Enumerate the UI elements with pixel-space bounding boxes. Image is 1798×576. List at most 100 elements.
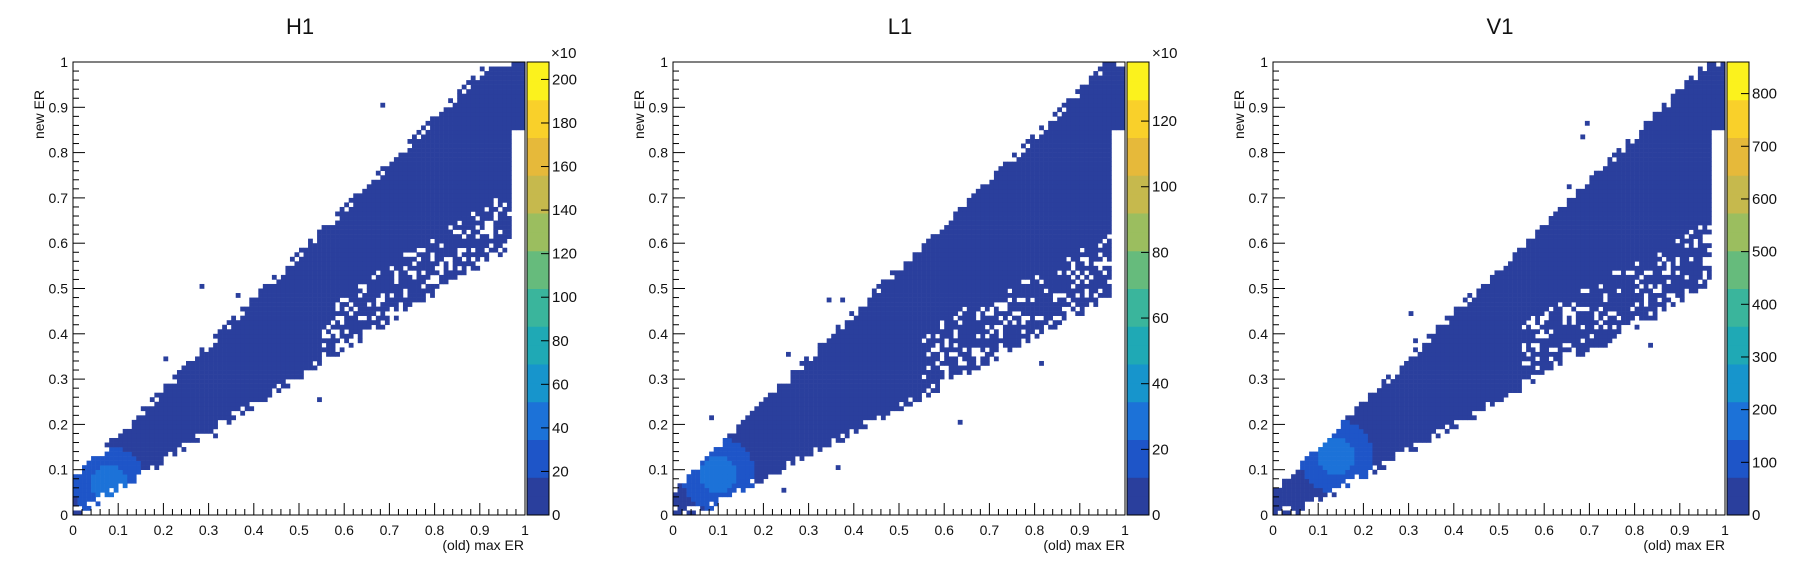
heatmap-cell <box>957 279 963 285</box>
heatmap-cell <box>461 252 467 258</box>
heatmap-cell <box>921 388 927 393</box>
heatmap-cell <box>835 437 841 443</box>
heatmap-cell <box>357 220 363 226</box>
heatmap-cell <box>880 401 886 407</box>
heatmap-cell <box>439 129 444 135</box>
heatmap-cell <box>912 256 918 262</box>
heatmap-cell <box>430 197 435 203</box>
heatmap-cell <box>727 451 733 457</box>
heatmap-cell <box>240 347 246 353</box>
heatmap-cell <box>393 184 399 190</box>
heatmap-cell <box>1057 152 1063 158</box>
heatmap-cell <box>935 270 940 276</box>
heatmap-cell <box>104 474 110 480</box>
heatmap-cell <box>488 93 494 99</box>
heatmap-cell <box>822 433 827 439</box>
heatmap-cell <box>294 306 300 312</box>
heatmap-cell <box>1052 229 1058 235</box>
heatmap-cell <box>412 157 417 162</box>
y-tick-label: 0.2 <box>49 416 69 432</box>
heatmap-cell <box>1048 220 1053 226</box>
heatmap-cell <box>484 93 490 99</box>
heatmap-cell <box>402 229 408 235</box>
heatmap-cell <box>95 483 101 489</box>
heatmap-cell <box>448 107 453 113</box>
heatmap-cell <box>917 324 922 330</box>
heatmap-cell <box>758 419 764 425</box>
heatmap-cell <box>917 302 922 307</box>
heatmap-cell <box>402 170 408 176</box>
heatmap-cell <box>461 265 467 271</box>
heatmap-cell <box>475 116 481 122</box>
heatmap-cell <box>91 487 96 493</box>
heatmap-cell <box>984 206 990 212</box>
heatmap-cell <box>82 483 87 489</box>
heatmap-cell <box>353 270 359 276</box>
heatmap-cell <box>149 406 155 412</box>
heatmap-cell <box>371 261 377 267</box>
heatmap-cell <box>249 315 255 321</box>
colorbar-swatch <box>527 137 549 157</box>
heatmap-cell <box>326 351 331 357</box>
heatmap-cell <box>145 460 151 466</box>
heatmap-cell <box>149 451 155 457</box>
heatmap-cell <box>339 243 345 249</box>
heatmap-cell <box>416 139 422 144</box>
heatmap-cell <box>1039 360 1044 366</box>
heatmap-cell <box>993 179 999 185</box>
heatmap-cell <box>479 170 485 176</box>
heatmap-cell <box>944 270 950 276</box>
heatmap-cell <box>917 374 922 380</box>
heatmap-cell <box>393 220 399 226</box>
heatmap-cell <box>908 265 913 271</box>
heatmap-cell <box>867 338 873 344</box>
heatmap-cell <box>443 247 449 253</box>
heatmap-cell <box>713 447 719 452</box>
heatmap-cell <box>966 351 972 357</box>
heatmap-cell <box>353 229 359 235</box>
heatmap-cell <box>493 179 499 185</box>
heatmap-cell <box>1030 143 1035 149</box>
heatmap-cell <box>935 329 940 335</box>
heatmap-cell <box>262 397 268 403</box>
heatmap-cell <box>831 365 837 371</box>
heatmap-cell <box>267 379 273 384</box>
heatmap-cell <box>908 342 913 348</box>
heatmap-cell <box>948 238 954 244</box>
heatmap-cell <box>149 437 155 443</box>
heatmap-cell <box>713 474 719 480</box>
heatmap-cell <box>407 188 413 194</box>
heatmap-cell <box>790 460 796 466</box>
heatmap-cell <box>285 347 291 353</box>
heatmap-cell <box>709 478 714 484</box>
heatmap-cell <box>1021 166 1026 172</box>
heatmap-cell <box>402 188 408 194</box>
heatmap-cell <box>366 283 372 289</box>
heatmap-cell <box>1002 197 1008 203</box>
heatmap-cell <box>434 211 440 217</box>
heatmap-cell <box>77 501 83 507</box>
heatmap-cell <box>393 283 399 289</box>
heatmap-cell <box>908 306 913 312</box>
heatmap-cell <box>425 175 431 181</box>
heatmap-cell <box>1030 193 1035 199</box>
heatmap-cell <box>849 424 855 430</box>
heatmap-cell <box>731 442 737 448</box>
heatmap-cell <box>344 274 350 280</box>
heatmap-cell <box>876 356 882 362</box>
heatmap-cell <box>511 107 517 113</box>
heatmap-cell <box>299 261 304 267</box>
heatmap-cell <box>926 238 931 244</box>
heatmap-cell <box>186 392 191 398</box>
heatmap-cell <box>326 265 331 271</box>
heatmap-cell <box>289 342 295 348</box>
heatmap-cell <box>799 388 805 393</box>
heatmap-cell <box>425 148 431 153</box>
heatmap-cell <box>1002 279 1008 285</box>
heatmap-cell <box>312 347 318 353</box>
heatmap-cell <box>511 120 517 126</box>
heatmap-cell <box>330 279 336 285</box>
heatmap-cell <box>917 342 922 348</box>
heatmap-cell <box>1048 170 1053 176</box>
heatmap-cell <box>484 71 490 76</box>
